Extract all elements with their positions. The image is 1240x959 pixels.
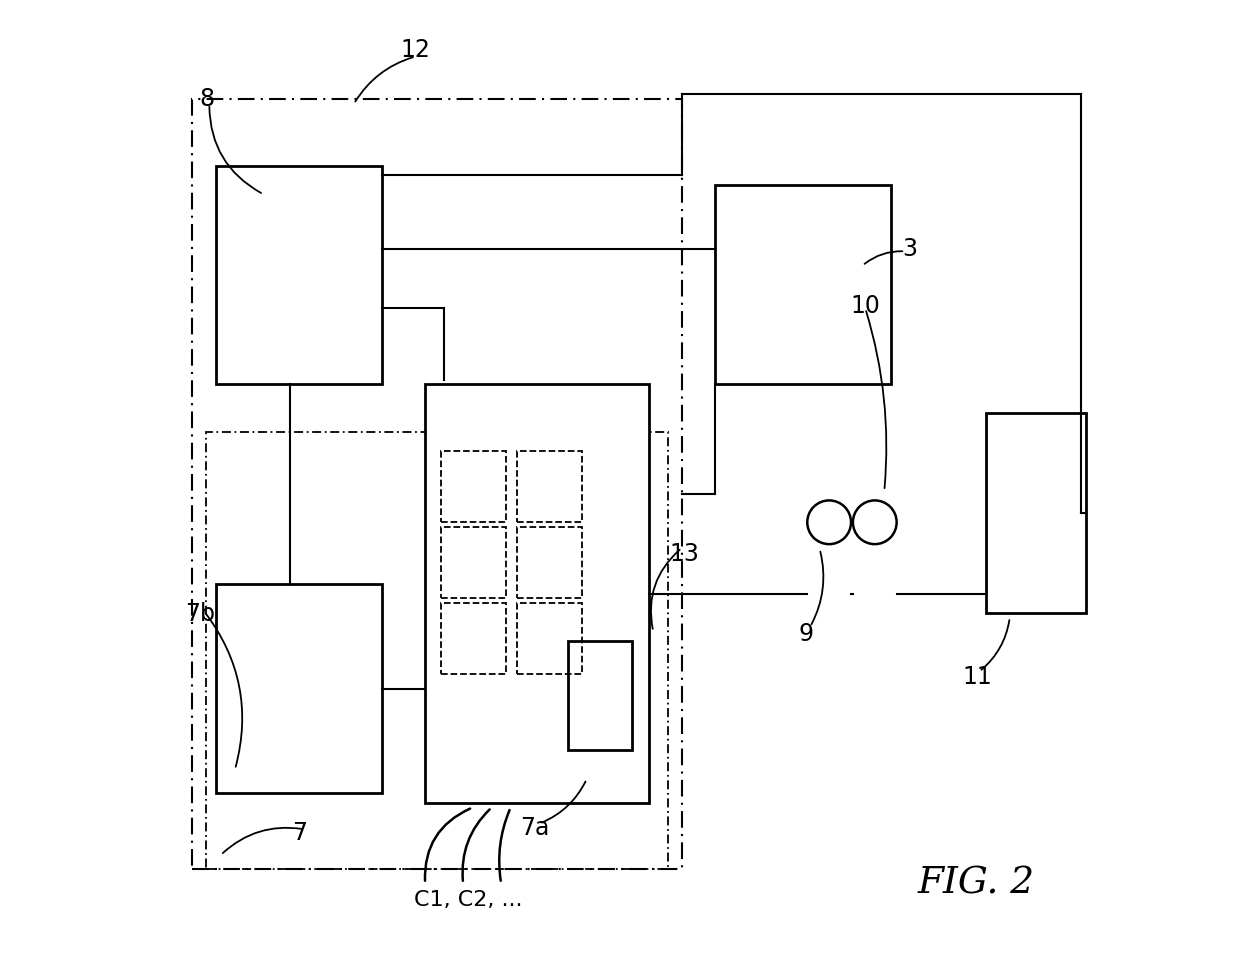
Text: C1, C2, ...: C1, C2, ... <box>414 890 522 910</box>
Text: 7: 7 <box>293 821 308 845</box>
Bar <box>568 642 632 751</box>
Bar <box>216 166 382 385</box>
Bar <box>715 185 890 385</box>
Text: FIG. 2: FIG. 2 <box>918 866 1035 901</box>
Bar <box>441 451 506 523</box>
Bar <box>517 603 582 674</box>
Bar <box>441 603 506 674</box>
Bar <box>192 99 682 869</box>
Text: 13: 13 <box>670 542 699 566</box>
Text: 3: 3 <box>903 238 918 262</box>
Bar <box>517 451 582 523</box>
Text: 9: 9 <box>799 621 813 645</box>
Text: 7b: 7b <box>185 602 215 626</box>
Bar <box>206 432 667 869</box>
Text: 11: 11 <box>962 666 992 690</box>
Bar <box>216 584 382 793</box>
Text: 7a: 7a <box>520 816 549 840</box>
Bar <box>441 527 506 598</box>
Text: 10: 10 <box>851 294 880 318</box>
Bar <box>986 413 1086 613</box>
Text: 8: 8 <box>198 87 215 111</box>
Text: 12: 12 <box>401 37 430 61</box>
Bar <box>517 527 582 598</box>
Bar <box>425 385 649 803</box>
